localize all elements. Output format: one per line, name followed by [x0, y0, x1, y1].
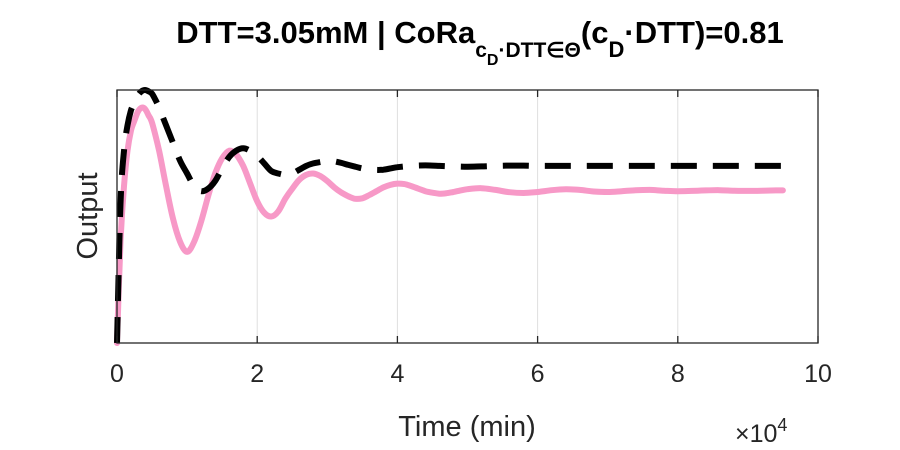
x-axis-multiplier: ×104	[735, 415, 787, 448]
x-axis-label: Time (min)	[398, 411, 535, 443]
x-tick-label: 4	[390, 360, 404, 388]
y-axis-label: Output	[72, 172, 104, 259]
x-tick-label: 8	[671, 360, 685, 388]
series-line-dashed	[114, 87, 783, 344]
series-layer	[114, 87, 786, 346]
x-tick-label: 0	[110, 360, 124, 388]
x-tick-label: 6	[531, 360, 545, 388]
x-tick-label: 10	[804, 360, 832, 388]
x-gridlines	[256, 90, 679, 343]
chart-title: DTT=3.05mM | CoRacD·DTT∈Θ(cD·DTT)=0.81	[176, 15, 783, 69]
x-ticks: 0 2 4 6 8 10	[110, 90, 832, 388]
x-tick-label: 2	[250, 360, 264, 388]
plot-frame	[116, 89, 819, 344]
series-line-solid	[114, 104, 786, 346]
